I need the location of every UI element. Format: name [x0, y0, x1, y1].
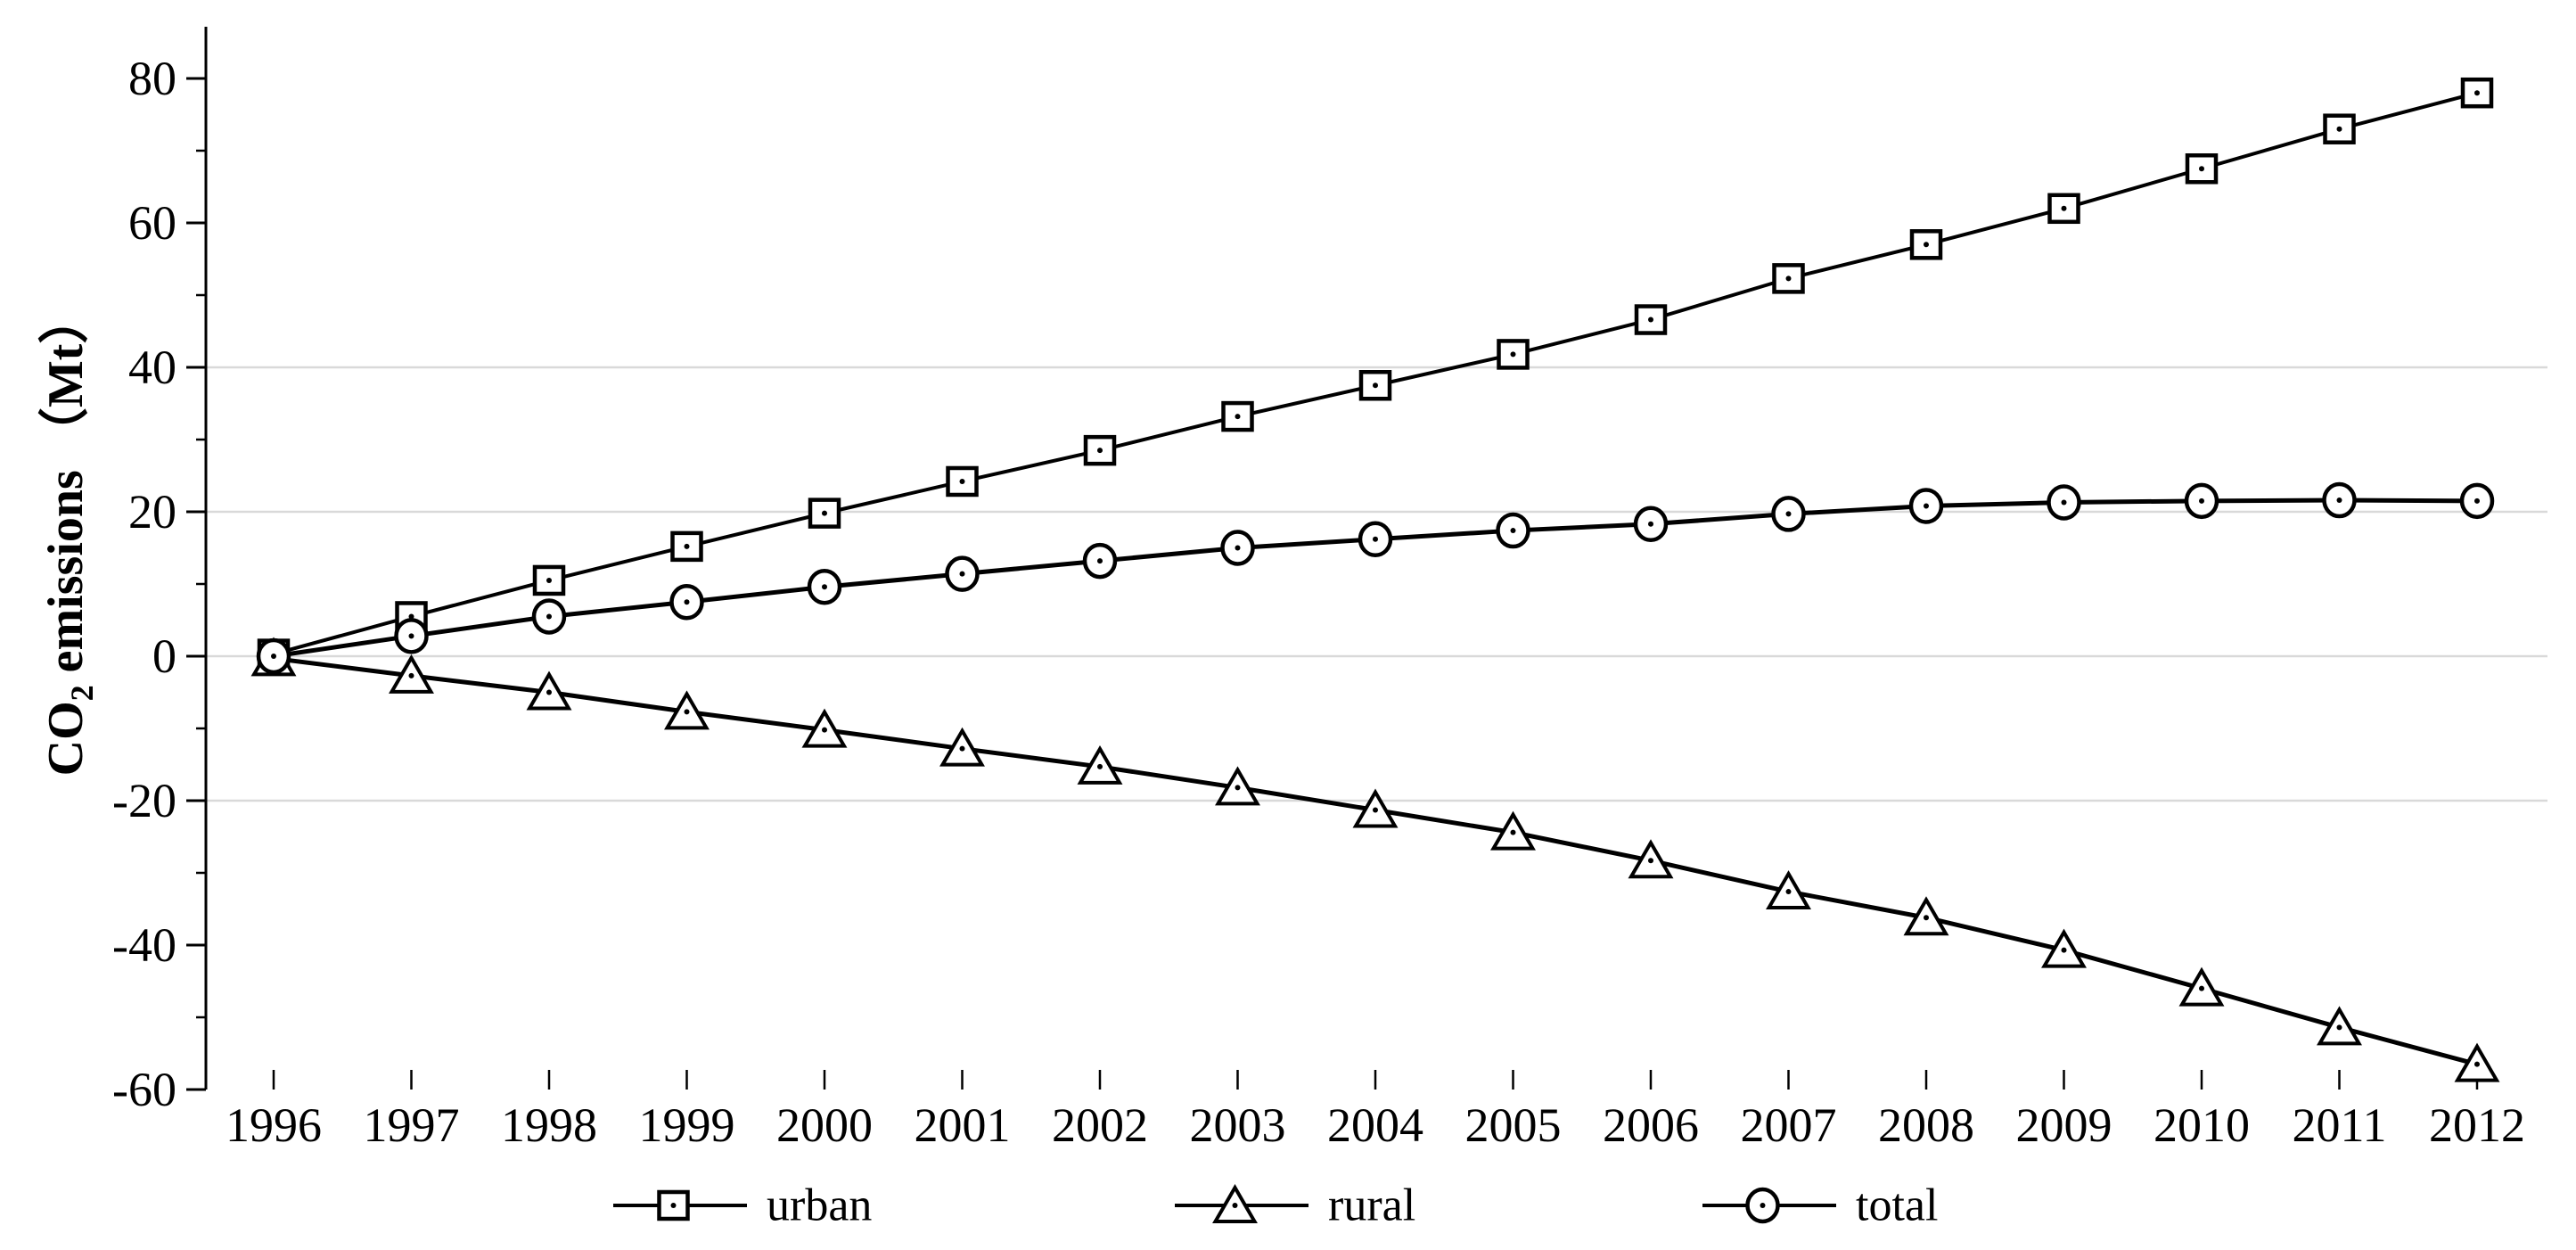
urban-marker-square-center-dot — [2061, 205, 2067, 211]
legend-label-urban: urban — [767, 1180, 872, 1231]
x-tick-label: 2011 — [2293, 1098, 2387, 1152]
y-tick-label: -40 — [112, 918, 176, 972]
total-marker-circle-center-dot — [1924, 503, 1929, 509]
x-tick-label: 1998 — [501, 1098, 597, 1152]
total-marker-circle-center-dot — [408, 633, 414, 639]
urban-marker-square-center-dot — [2336, 126, 2342, 132]
urban-marker-square-center-dot — [408, 613, 414, 620]
urban-marker-square-center-dot — [1510, 351, 1516, 358]
total-marker-circle-center-dot — [1373, 536, 1378, 542]
urban-marker-square — [1909, 229, 1943, 260]
y-tick-label: 40 — [128, 341, 176, 394]
rural-marker-triangle-center-dot — [1097, 763, 1103, 769]
urban-marker-square-center-dot — [546, 577, 552, 583]
total-marker-circle-center-dot — [2199, 498, 2204, 504]
rural-marker-triangle-center-dot — [1510, 829, 1516, 835]
x-tick-label: 2001 — [915, 1098, 1011, 1152]
x-tick-label: 2007 — [1741, 1098, 1837, 1152]
total-marker-circle-center-dot — [1235, 545, 1241, 551]
legend-circle-icon-center-dot — [1760, 1203, 1766, 1208]
x-tick-label: 2003 — [1190, 1098, 1286, 1152]
legend-triangle-icon-center-dot — [1232, 1203, 1238, 1208]
rural-marker-triangle-center-dot — [1648, 858, 1653, 864]
total-marker-circle-center-dot — [2336, 498, 2342, 504]
x-tick-label: 2012 — [2429, 1098, 2525, 1152]
legend-label-total: total — [1856, 1180, 1938, 1231]
urban-marker-square-center-dot — [1924, 242, 1929, 248]
x-tick-label: 1999 — [639, 1098, 735, 1152]
rural-marker-triangle-center-dot — [2336, 1024, 2342, 1031]
rural-marker-triangle-center-dot — [684, 709, 690, 715]
total-marker-circle-center-dot — [959, 571, 965, 577]
urban-marker-square-center-dot — [1648, 317, 1653, 323]
total-marker-circle-center-dot — [1097, 558, 1103, 564]
total-marker-circle-center-dot — [1510, 528, 1516, 534]
urban-marker-square-center-dot — [959, 478, 965, 484]
x-tick-label: 2005 — [1465, 1098, 1562, 1152]
urban-marker-square-center-dot — [684, 543, 690, 549]
x-tick-label: 2009 — [2016, 1098, 2112, 1152]
urban-marker-square-center-dot — [822, 510, 827, 516]
total-marker-circle-center-dot — [2061, 499, 2067, 506]
x-tick-label: 1996 — [226, 1098, 322, 1152]
rural-marker-triangle-center-dot — [546, 689, 552, 695]
x-tick-label: 2008 — [1878, 1098, 1974, 1152]
urban-marker-square-center-dot — [1097, 448, 1103, 454]
rural-marker-triangle-center-dot — [959, 745, 965, 752]
x-tick-label: 2004 — [1327, 1098, 1423, 1152]
rural-marker-triangle-center-dot — [2199, 985, 2204, 991]
total-marker-circle-center-dot — [1648, 521, 1653, 527]
y-tick-label: 0 — [152, 629, 176, 683]
y-tick-label: 80 — [128, 52, 176, 105]
urban-marker-square — [946, 465, 979, 498]
rural-marker-triangle-center-dot — [2061, 947, 2067, 953]
y-tick-label: 60 — [128, 196, 176, 250]
total-marker-circle-center-dot — [271, 654, 276, 659]
x-tick-label: 2002 — [1052, 1098, 1148, 1152]
x-tick-label: 1997 — [364, 1098, 460, 1152]
y-axis-title: CO2 emissions （Mt） — [37, 294, 100, 777]
total-marker-circle-center-dot — [2474, 498, 2480, 504]
rural-marker-triangle-center-dot — [2474, 1061, 2480, 1067]
urban-marker-square-center-dot — [1235, 414, 1241, 420]
urban-marker-square-center-dot — [1785, 275, 1792, 282]
legend-label-rural: rural — [1328, 1180, 1415, 1231]
total-marker-circle-center-dot — [684, 599, 690, 605]
y-tick-label: -60 — [112, 1063, 176, 1116]
total-marker-circle-center-dot — [546, 613, 552, 620]
x-tick-label: 2006 — [1603, 1098, 1699, 1152]
rural-marker-triangle-center-dot — [408, 672, 414, 678]
total-marker-circle-center-dot — [822, 584, 827, 590]
rural-marker-triangle-center-dot — [1235, 785, 1241, 791]
y-tick-label: -20 — [112, 774, 176, 827]
urban-marker-square-center-dot — [1373, 382, 1378, 389]
rural-marker-triangle-center-dot — [1924, 915, 1929, 921]
legend-square-icon-center-dot — [670, 1203, 677, 1208]
x-tick-label: 2010 — [2154, 1098, 2250, 1152]
y-tick-label: 20 — [128, 485, 176, 539]
x-tick-label: 2000 — [776, 1098, 873, 1152]
rural-marker-triangle-center-dot — [1373, 807, 1378, 813]
urban-marker-square-center-dot — [2199, 166, 2204, 172]
rural-marker-triangle-center-dot — [822, 727, 827, 733]
total-marker-circle-center-dot — [1785, 511, 1792, 517]
urban-marker-square-center-dot — [2474, 90, 2480, 96]
rural-marker-triangle-center-dot — [1785, 889, 1792, 895]
